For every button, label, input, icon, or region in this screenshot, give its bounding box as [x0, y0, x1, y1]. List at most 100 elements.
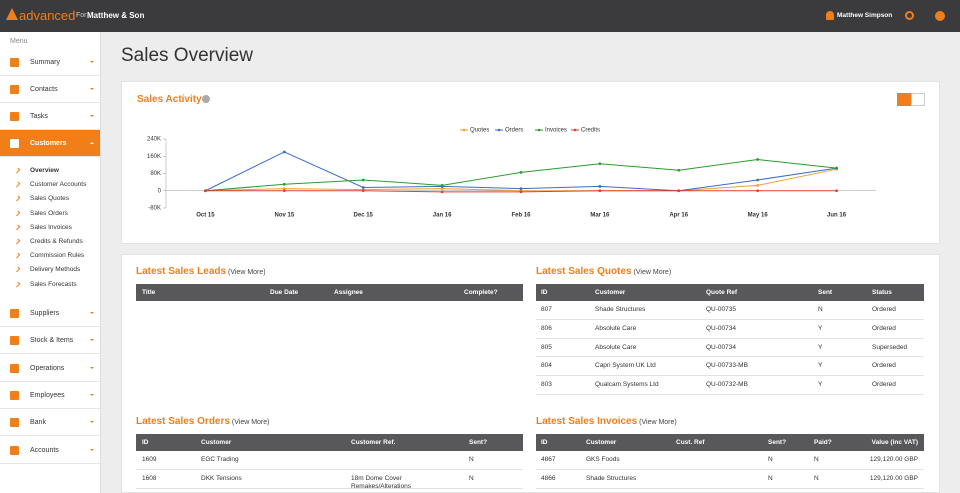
table-cell: 804	[541, 362, 552, 370]
help-icon[interactable]	[935, 11, 945, 21]
list-view-button[interactable]	[911, 93, 925, 106]
table-row[interactable]: 4867 GKS Foods N N 129,120.00 GBP	[536, 451, 924, 470]
nav-label: Stock & Items	[30, 337, 74, 345]
column-header: ID	[541, 289, 548, 296]
table-header: Title Due Date Assignee Complete?	[136, 284, 523, 301]
sub-nav-item[interactable]: Customer Accounts	[30, 181, 87, 189]
sub-nav-item[interactable]: Sales Forecasts	[30, 280, 77, 288]
point	[756, 158, 760, 161]
y-tick-label: 0	[158, 188, 162, 194]
point	[598, 162, 602, 166]
page-title: Sales Overview	[121, 45, 253, 66]
sidebar: Menu Summary Contacts Tasks Customers Overvie…	[0, 32, 101, 493]
point	[756, 183, 760, 187]
table-row[interactable]: 4866 Shade Structures N N 129,120.00 GBP	[536, 470, 924, 489]
section-heading: Latest Sales Orders	[136, 416, 230, 427]
table-row[interactable]: 806 Absolute Care QU-00734 Y Ordered	[536, 320, 924, 339]
nav-item[interactable]: Suppliers	[0, 300, 100, 327]
point	[598, 189, 602, 193]
sub-caret	[14, 167, 21, 174]
nav-icon	[10, 139, 19, 148]
table-cell: N	[814, 474, 819, 482]
legend-dot	[497, 128, 501, 132]
nav-caret	[90, 88, 94, 90]
table-cell: Y	[818, 381, 823, 389]
chart-view-button[interactable]	[897, 93, 911, 106]
point	[282, 187, 286, 190]
view-more-link[interactable]: View More	[641, 419, 675, 426]
nav-item[interactable]: Tasks	[0, 103, 100, 130]
table-row[interactable]: 803 Qualcam Systems Ltd QU-00732-MB Y Ordere…	[536, 376, 924, 395]
nav-item[interactable]: Operations	[0, 355, 100, 382]
table-cell: QU-00734	[706, 324, 736, 332]
point	[756, 178, 760, 182]
point	[835, 189, 838, 193]
y-tick-label: 80K	[150, 171, 161, 177]
column-header: Cust. Ref	[676, 439, 705, 446]
table-row[interactable]: 804 Capri System UK Ltd QU-00733-MB Y Ordere…	[536, 357, 924, 377]
table-cell: GKS Foods	[586, 456, 620, 463]
nav-item[interactable]: Contacts	[0, 76, 100, 103]
table-cell: 807	[541, 306, 552, 313]
table-cell: Shade Structures	[586, 474, 637, 482]
table-cell: Ordered	[872, 381, 896, 389]
nav-caret	[90, 421, 94, 424]
sub-caret	[14, 267, 21, 273]
sub-nav-item[interactable]: Commission Rules	[30, 252, 85, 260]
table-row[interactable]: 805 Absolute Care QU-00734 Y Superseded	[536, 339, 924, 358]
sub-nav-item[interactable]: Sales Orders	[30, 209, 68, 217]
menu-toggle[interactable]: Menu	[10, 38, 28, 45]
sub-nav-item[interactable]: Sales Invoices	[30, 223, 72, 231]
table-cell: QU-00734	[706, 343, 736, 351]
table-cell: 803	[541, 381, 552, 389]
legend-label: Invoices	[545, 128, 567, 134]
nav-icon	[10, 390, 19, 400]
nav-label: Employees	[30, 391, 65, 399]
legend-dot	[537, 128, 541, 132]
x-tick-label: Feb 16	[511, 213, 531, 219]
point	[756, 189, 760, 193]
table-cell: 4867	[541, 456, 556, 463]
table-cell: Ordered	[872, 306, 896, 313]
table-cell: Y	[818, 362, 823, 370]
view-more-link[interactable]: View More	[230, 269, 264, 276]
sub-nav-item[interactable]: Delivery Methods	[30, 266, 81, 274]
table-row[interactable]: 807 Shade Structures QU-00735 N Ordered	[536, 301, 924, 320]
nav-caret	[90, 366, 94, 369]
nav-item[interactable]: Customers	[0, 130, 100, 157]
brand: advanced	[19, 8, 76, 23]
user-name[interactable]: Matthew Simpson	[837, 12, 893, 19]
point	[677, 189, 681, 193]
point	[440, 187, 444, 190]
nav-item[interactable]: Summary	[0, 49, 100, 76]
table-header: ID Customer Quote Ref Sent Status	[536, 284, 924, 301]
info-icon[interactable]	[202, 95, 210, 103]
table-cell: N	[469, 456, 474, 463]
y-tick-label: 160K	[147, 154, 161, 160]
x-tick-label: Jun 16	[827, 213, 847, 219]
column-header: Value (inc VAT)	[871, 439, 918, 446]
table-cell: DKK Tensions	[201, 474, 242, 482]
view-more: (View More)	[637, 419, 677, 426]
sub-nav-item[interactable]: Credits & Refunds	[30, 238, 83, 245]
legend-dot	[573, 128, 577, 132]
nav-item[interactable]: Bank	[0, 409, 100, 437]
table-cell: EGC Trading	[201, 456, 239, 463]
settings-icon[interactable]	[905, 11, 914, 20]
nav-label: Suppliers	[30, 310, 60, 317]
nav-item[interactable]: Stock & Items	[0, 327, 100, 355]
nav-caret	[90, 61, 94, 63]
view-more-link[interactable]: View More	[234, 419, 268, 426]
table-row[interactable]: 1608 DKK Tensions 18m Dome Cover Remakes/A…	[136, 470, 523, 490]
nav-item[interactable]: Accounts	[0, 437, 100, 464]
sub-nav-item[interactable]: Sales Quotes	[30, 195, 70, 203]
table-row[interactable]: 1609 EGC Trading N	[136, 451, 523, 470]
view-more-link[interactable]: View More	[635, 269, 669, 276]
nav-label: Contacts	[30, 86, 58, 93]
point	[677, 168, 681, 172]
company[interactable]: Matthew & Son	[87, 11, 145, 20]
column-header: Customer	[586, 439, 617, 446]
nav-item[interactable]: Employees	[0, 382, 100, 409]
table-cell: Shade Structures	[595, 306, 646, 313]
sub-nav-item[interactable]: Overview	[30, 167, 59, 174]
